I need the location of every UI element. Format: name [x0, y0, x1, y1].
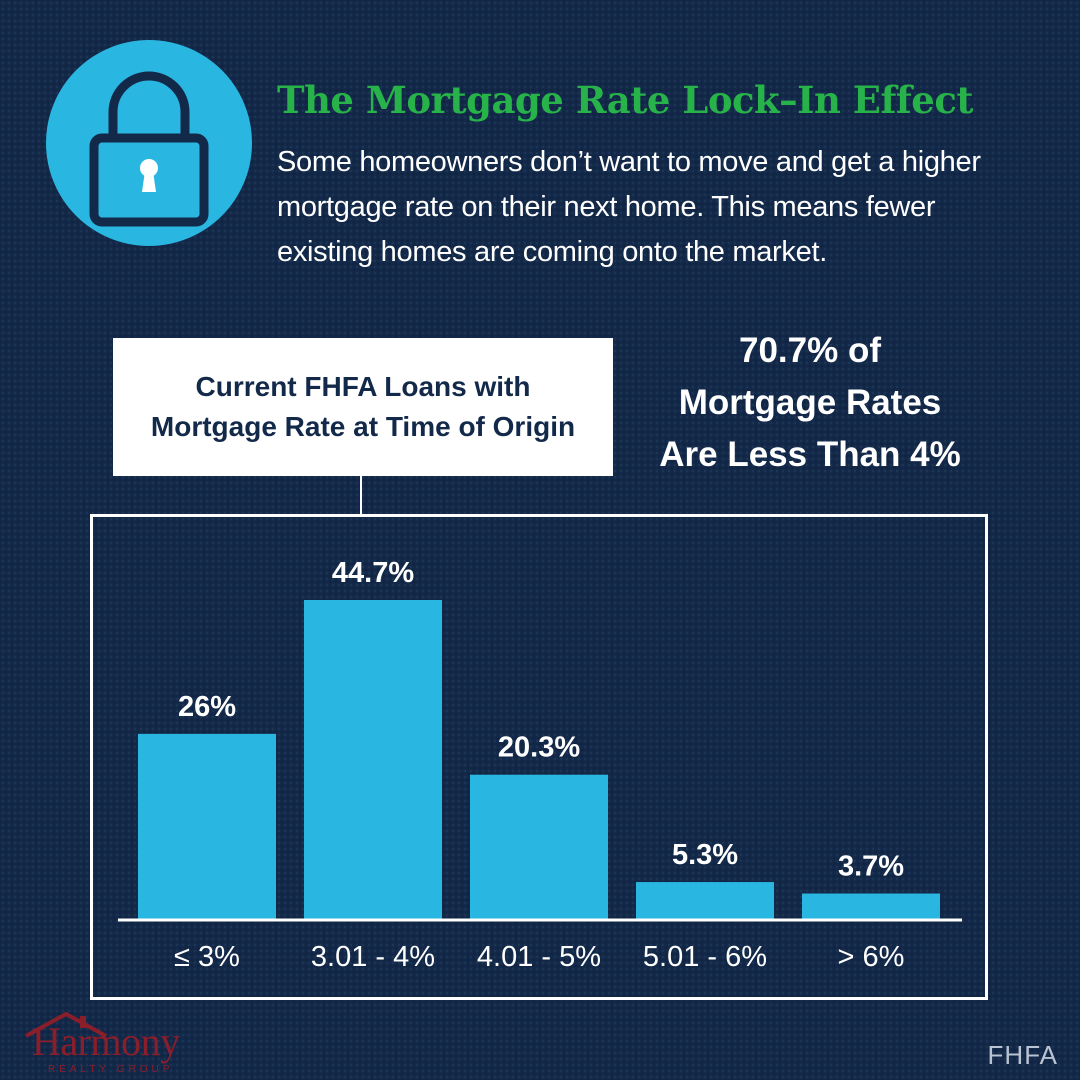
x-tick-label-4: 5.01 - 6%: [643, 941, 767, 973]
page-subtitle: Some homeowners don’t want to move and g…: [277, 146, 981, 268]
bar-4: [636, 882, 774, 920]
company-logo: Harmony REALTY GROUP: [18, 1010, 218, 1075]
source-label: FHFA: [987, 1040, 1058, 1070]
bar-5: [802, 893, 940, 920]
logo-name: Harmony: [32, 1019, 180, 1064]
roof-icon: [25, 1011, 107, 1038]
x-tick-label-1: ≤ 3%: [174, 941, 240, 973]
x-tick-label-3: 4.01 - 5%: [477, 941, 601, 973]
value-label-2: 44.7%: [332, 557, 414, 589]
page-title: The Mortgage Rate Lock–In Effect: [277, 78, 973, 122]
callout-line-3: Are Less Than 4%: [659, 435, 961, 474]
callout-line-2: Mortgage Rates: [678, 383, 942, 422]
value-label-1: 26%: [178, 691, 236, 723]
chart-frame: [90, 514, 988, 1000]
bar-2: [304, 600, 442, 920]
value-label-4: 5.3%: [672, 839, 738, 871]
chart-label-line-1: Current FHFA Loans with: [195, 371, 531, 402]
chart-label-line-2: Mortgage Rate at Time of Origin: [150, 411, 576, 442]
label-connector: [360, 476, 362, 514]
lock-icon: [89, 71, 209, 227]
bar-3: [470, 774, 608, 920]
chart-label-box: Current FHFA Loans with Mortgage Rate at…: [113, 338, 613, 476]
x-tick-label-5: > 6%: [838, 941, 905, 973]
callout: 70.7% of Mortgage Rates Are Less Than 4%: [640, 325, 980, 481]
x-tick-label-2: 3.01 - 4%: [311, 941, 435, 973]
value-label-5: 3.7%: [838, 851, 904, 883]
bar-1: [138, 733, 276, 920]
logo-tagline: REALTY GROUP: [48, 1064, 174, 1075]
callout-line-1: 70.7% of: [739, 331, 881, 370]
value-label-3: 20.3%: [498, 732, 580, 764]
lock-badge: [46, 40, 252, 246]
